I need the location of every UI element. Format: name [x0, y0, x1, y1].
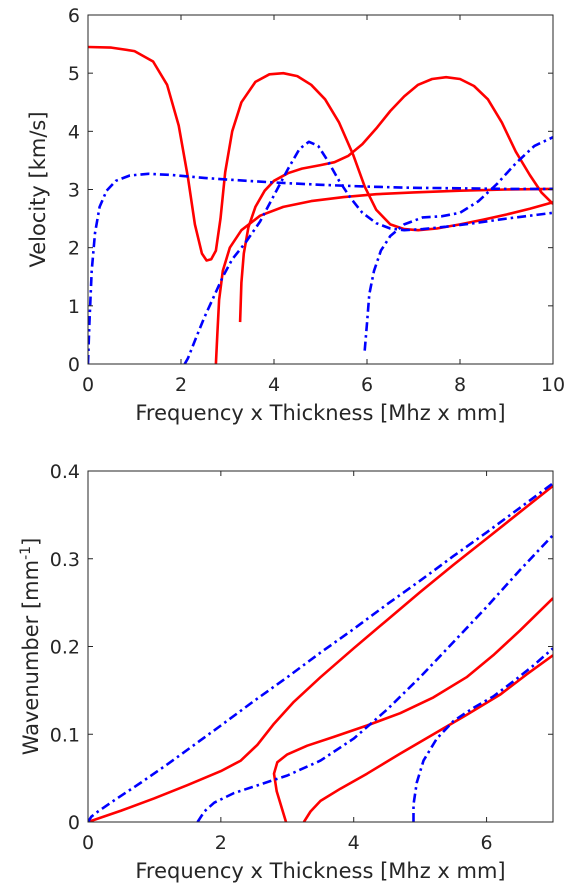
chart0-x-axis-label: Frequency x Thickness [Mhz x mm]	[135, 401, 505, 425]
chart0-ytick-label: 4	[68, 121, 80, 143]
chart1-series-2-solid-red-line	[302, 654, 553, 822]
chart0-ytick-label: 2	[68, 238, 80, 260]
chart1-series-1-solid-red-line	[272, 597, 553, 822]
chart1-series-0-solid-red-line	[88, 484, 553, 822]
chart1-series-4-dashdot-blue-line	[196, 534, 553, 822]
chart0-ytick-label: 6	[68, 5, 80, 27]
chart1-ytick-label: 0.2	[50, 637, 80, 659]
chart1-series-3-dashdot-blue-line	[88, 482, 553, 822]
chart1-plot-area	[88, 482, 553, 822]
chart0-ytick-label: 1	[68, 296, 80, 318]
chart0-xtick-label: 6	[361, 374, 373, 396]
velocity-chart: 0 2 4 6 8 10 0 1 2 3 4 5 6 Frequency x Thickness [Mhz…	[26, 5, 565, 425]
chart1-xtick-label: 2	[215, 832, 227, 854]
chart0-series-3-dashdot-blue-line	[88, 172, 553, 364]
chart1-xtick-label: 4	[348, 832, 360, 854]
chart1-series-5-dashdot-blue-line	[412, 647, 553, 822]
chart1-x-axis-label: Frequency x Thickness [Mhz x mm]	[135, 859, 505, 883]
chart0-xtick-label: 0	[82, 374, 94, 396]
chart1-ytick-label: 0	[68, 812, 80, 834]
chart0-xtick-label: 2	[175, 374, 187, 396]
chart1-xtick-label: 6	[481, 832, 493, 854]
chart1-y-axis-label: Wavenumber [mm-1]	[18, 538, 43, 756]
chart1-xtick-label: 0	[82, 832, 94, 854]
chart0-series-4-dashdot-blue-line	[183, 140, 553, 364]
wavenumber-chart: 0 2 4 6 0 0.1 0.2 0.3 0.4 Frequency x Thickness […	[18, 461, 554, 883]
chart1-ytick-label: 0.1	[50, 724, 80, 746]
chart0-series-5-dashdot-blue-line	[363, 136, 553, 351]
chart0-y-axis-label: Velocity [km/s]	[26, 111, 50, 267]
chart0-ytick-label: 0	[68, 354, 80, 376]
chart0-ytick-label: 5	[68, 63, 80, 85]
chart0-xtick-label: 4	[268, 374, 280, 396]
chart0-xtick-label: 8	[454, 374, 466, 396]
chart0-plot-area	[88, 45, 553, 364]
chart1-axes-box	[87, 470, 554, 823]
chart0-ytick-label: 3	[68, 180, 80, 202]
chart1-ytick-label: 0.3	[50, 549, 80, 571]
chart0-series-1-solid-red-line	[214, 187, 553, 364]
chart0-series-2-solid-red-line	[238, 75, 553, 323]
chart1-ytick-label: 0.4	[50, 461, 80, 483]
chart0-xtick-label: 10	[541, 374, 565, 396]
chart0-series-0-solid-red-line	[88, 45, 553, 262]
